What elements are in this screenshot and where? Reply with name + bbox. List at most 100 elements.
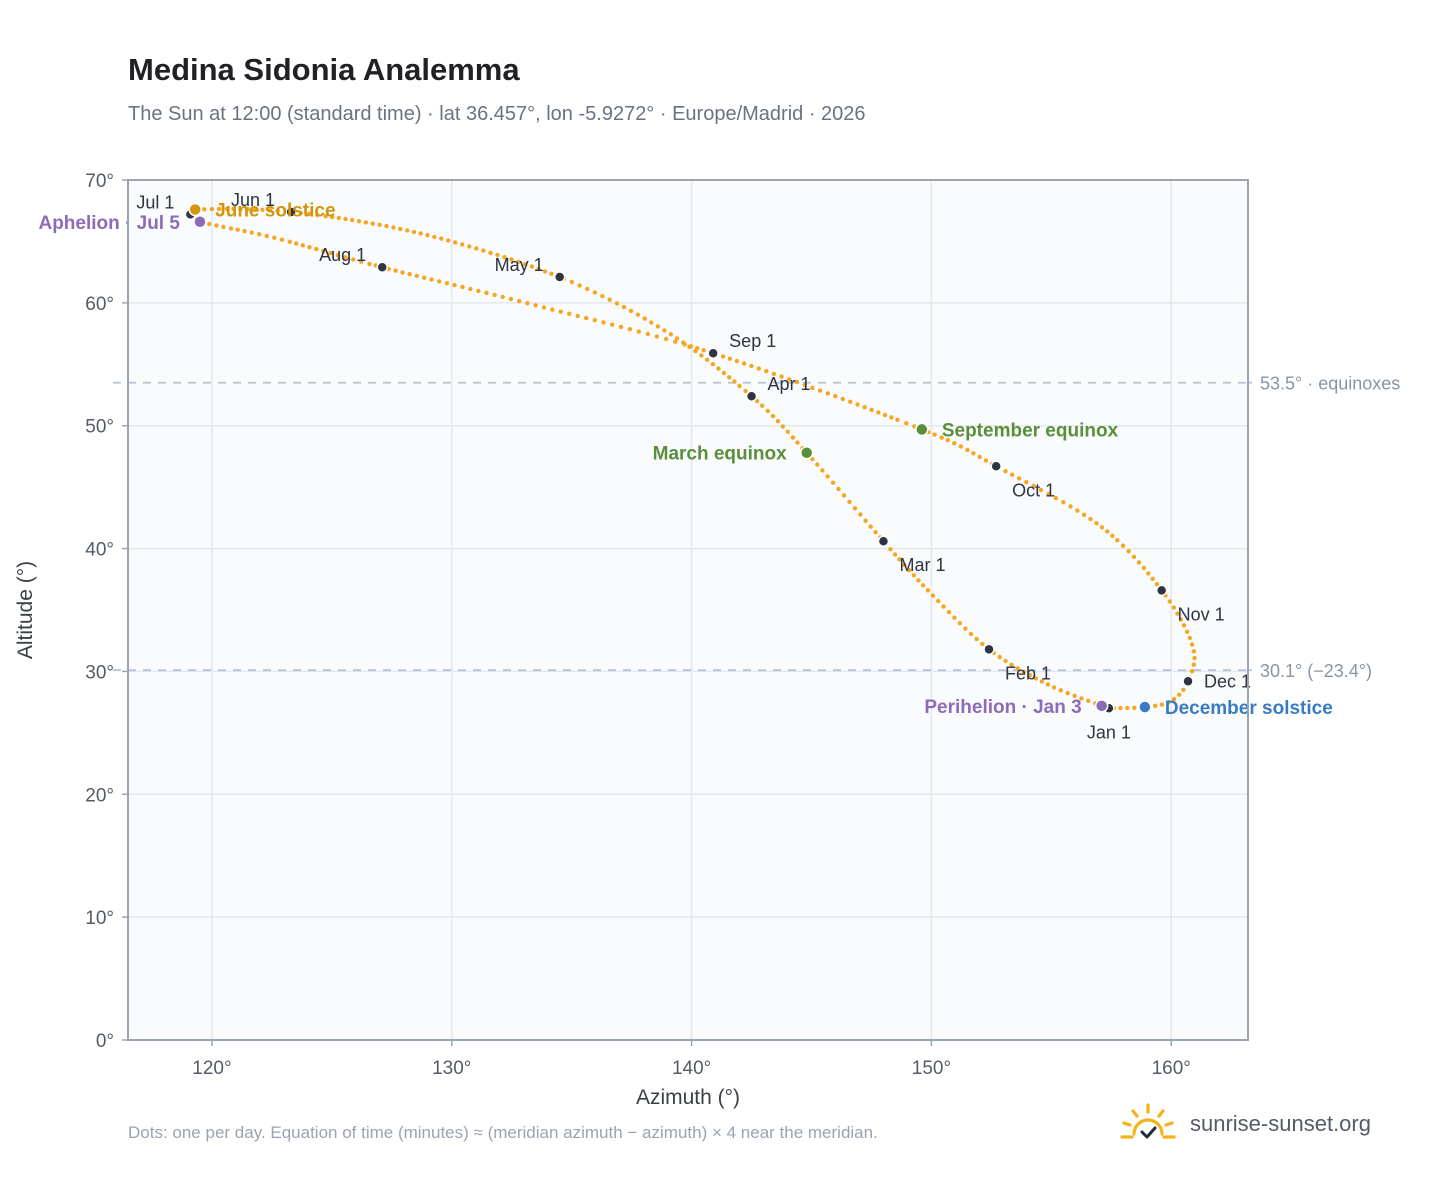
day-dot [810, 456, 815, 462]
day-dot [517, 298, 522, 304]
day-dot [330, 214, 335, 220]
day-dot [649, 320, 654, 325]
day-dot [911, 573, 916, 578]
sunrise-logo-icon [1120, 1103, 1176, 1139]
day-dot [549, 271, 554, 276]
day-dot [1141, 565, 1147, 571]
day-dot [474, 246, 479, 251]
day-dot [920, 583, 926, 588]
day-dot [414, 273, 419, 279]
day-dot [1131, 554, 1137, 559]
day-dot [674, 336, 680, 341]
day-dot [432, 234, 437, 240]
day-dot [907, 568, 912, 573]
day-dot [343, 216, 348, 222]
day-dot [1136, 560, 1142, 565]
y-axis-label: Altitude (°) [14, 561, 37, 659]
day-dot [429, 277, 434, 282]
day-dot [1175, 611, 1180, 616]
day-dot [209, 206, 215, 212]
day-dot [968, 631, 974, 637]
day-dot [882, 412, 888, 418]
event-label: March equinox [653, 444, 788, 465]
day-dot [876, 410, 881, 415]
day-dot [600, 293, 605, 299]
day-dot [895, 417, 900, 422]
day-dot [1039, 679, 1045, 684]
day-dot [1094, 521, 1099, 526]
day-dot [732, 379, 737, 384]
day-dot [536, 266, 541, 272]
event-label: Perihelion · Jan 3 [924, 697, 1081, 718]
brand[interactable]: sunrise-sunset.org [1120, 1101, 1371, 1147]
month-label: Apr 1 [768, 374, 811, 394]
day-dot [585, 286, 590, 292]
day-dot [1187, 635, 1193, 641]
month-label: Jan 1 [1087, 722, 1131, 742]
day-dot [279, 237, 285, 242]
day-dot [245, 207, 250, 212]
month-label: Oct 1 [1012, 480, 1055, 500]
day-dot [249, 230, 254, 235]
day-dot [1146, 571, 1151, 576]
day-dot [422, 275, 427, 280]
day-dot [1003, 658, 1008, 664]
y-tick-label: 60° [85, 294, 114, 315]
day-dot [400, 270, 405, 275]
day-dot [1184, 629, 1190, 634]
day-dot [863, 518, 868, 523]
day-dot [260, 207, 265, 212]
day-dot [980, 641, 985, 647]
day-dot [754, 398, 760, 404]
day-dot [743, 388, 748, 394]
day-dot [1178, 617, 1184, 622]
day-dot [356, 219, 362, 224]
day-dot [852, 506, 858, 511]
day-dot [314, 246, 319, 252]
day-dot [710, 362, 716, 367]
day-dot [756, 366, 761, 371]
day-dot [398, 226, 403, 232]
day-dot [550, 307, 555, 312]
day-dot [945, 438, 950, 443]
month-marker [745, 390, 758, 402]
day-dot [810, 385, 815, 390]
day-dot [601, 320, 606, 325]
day-dot [335, 253, 341, 258]
day-dot [930, 593, 936, 598]
day-dot [688, 344, 694, 349]
day-dot [1051, 685, 1057, 690]
day-dot [476, 288, 481, 294]
day-dot [825, 474, 830, 479]
day-dot [584, 315, 589, 321]
day-dot [575, 313, 580, 319]
day-dot [771, 371, 777, 377]
day-dot [1053, 495, 1059, 501]
day-dot [780, 424, 785, 429]
day-dot [1191, 662, 1197, 667]
x-tick-label: 150° [912, 1058, 951, 1079]
day-dot [635, 312, 641, 317]
reference-lines: 53.5° · equinoxes 30.1° (−23.4°) [113, 374, 1400, 681]
day-dot [1003, 469, 1008, 474]
day-dot [529, 264, 535, 269]
day-dot [1120, 543, 1126, 548]
x-tick-label: 130° [432, 1058, 471, 1079]
day-dot [737, 383, 742, 389]
day-dot [1177, 692, 1182, 697]
day-dot [952, 615, 957, 620]
day-dot [1171, 605, 1177, 610]
day-dot [1167, 599, 1173, 604]
day-dot [936, 598, 941, 604]
day-dot [1038, 487, 1044, 493]
day-dot [716, 366, 721, 371]
day-dot [642, 316, 647, 321]
day-dot [502, 255, 507, 260]
day-dot [221, 224, 226, 230]
day-dot [238, 206, 243, 212]
day-dot [1015, 666, 1020, 671]
day-dot [1189, 642, 1195, 647]
day-dot [393, 268, 398, 273]
day-dot [1118, 705, 1123, 711]
event-marker [1094, 699, 1109, 713]
